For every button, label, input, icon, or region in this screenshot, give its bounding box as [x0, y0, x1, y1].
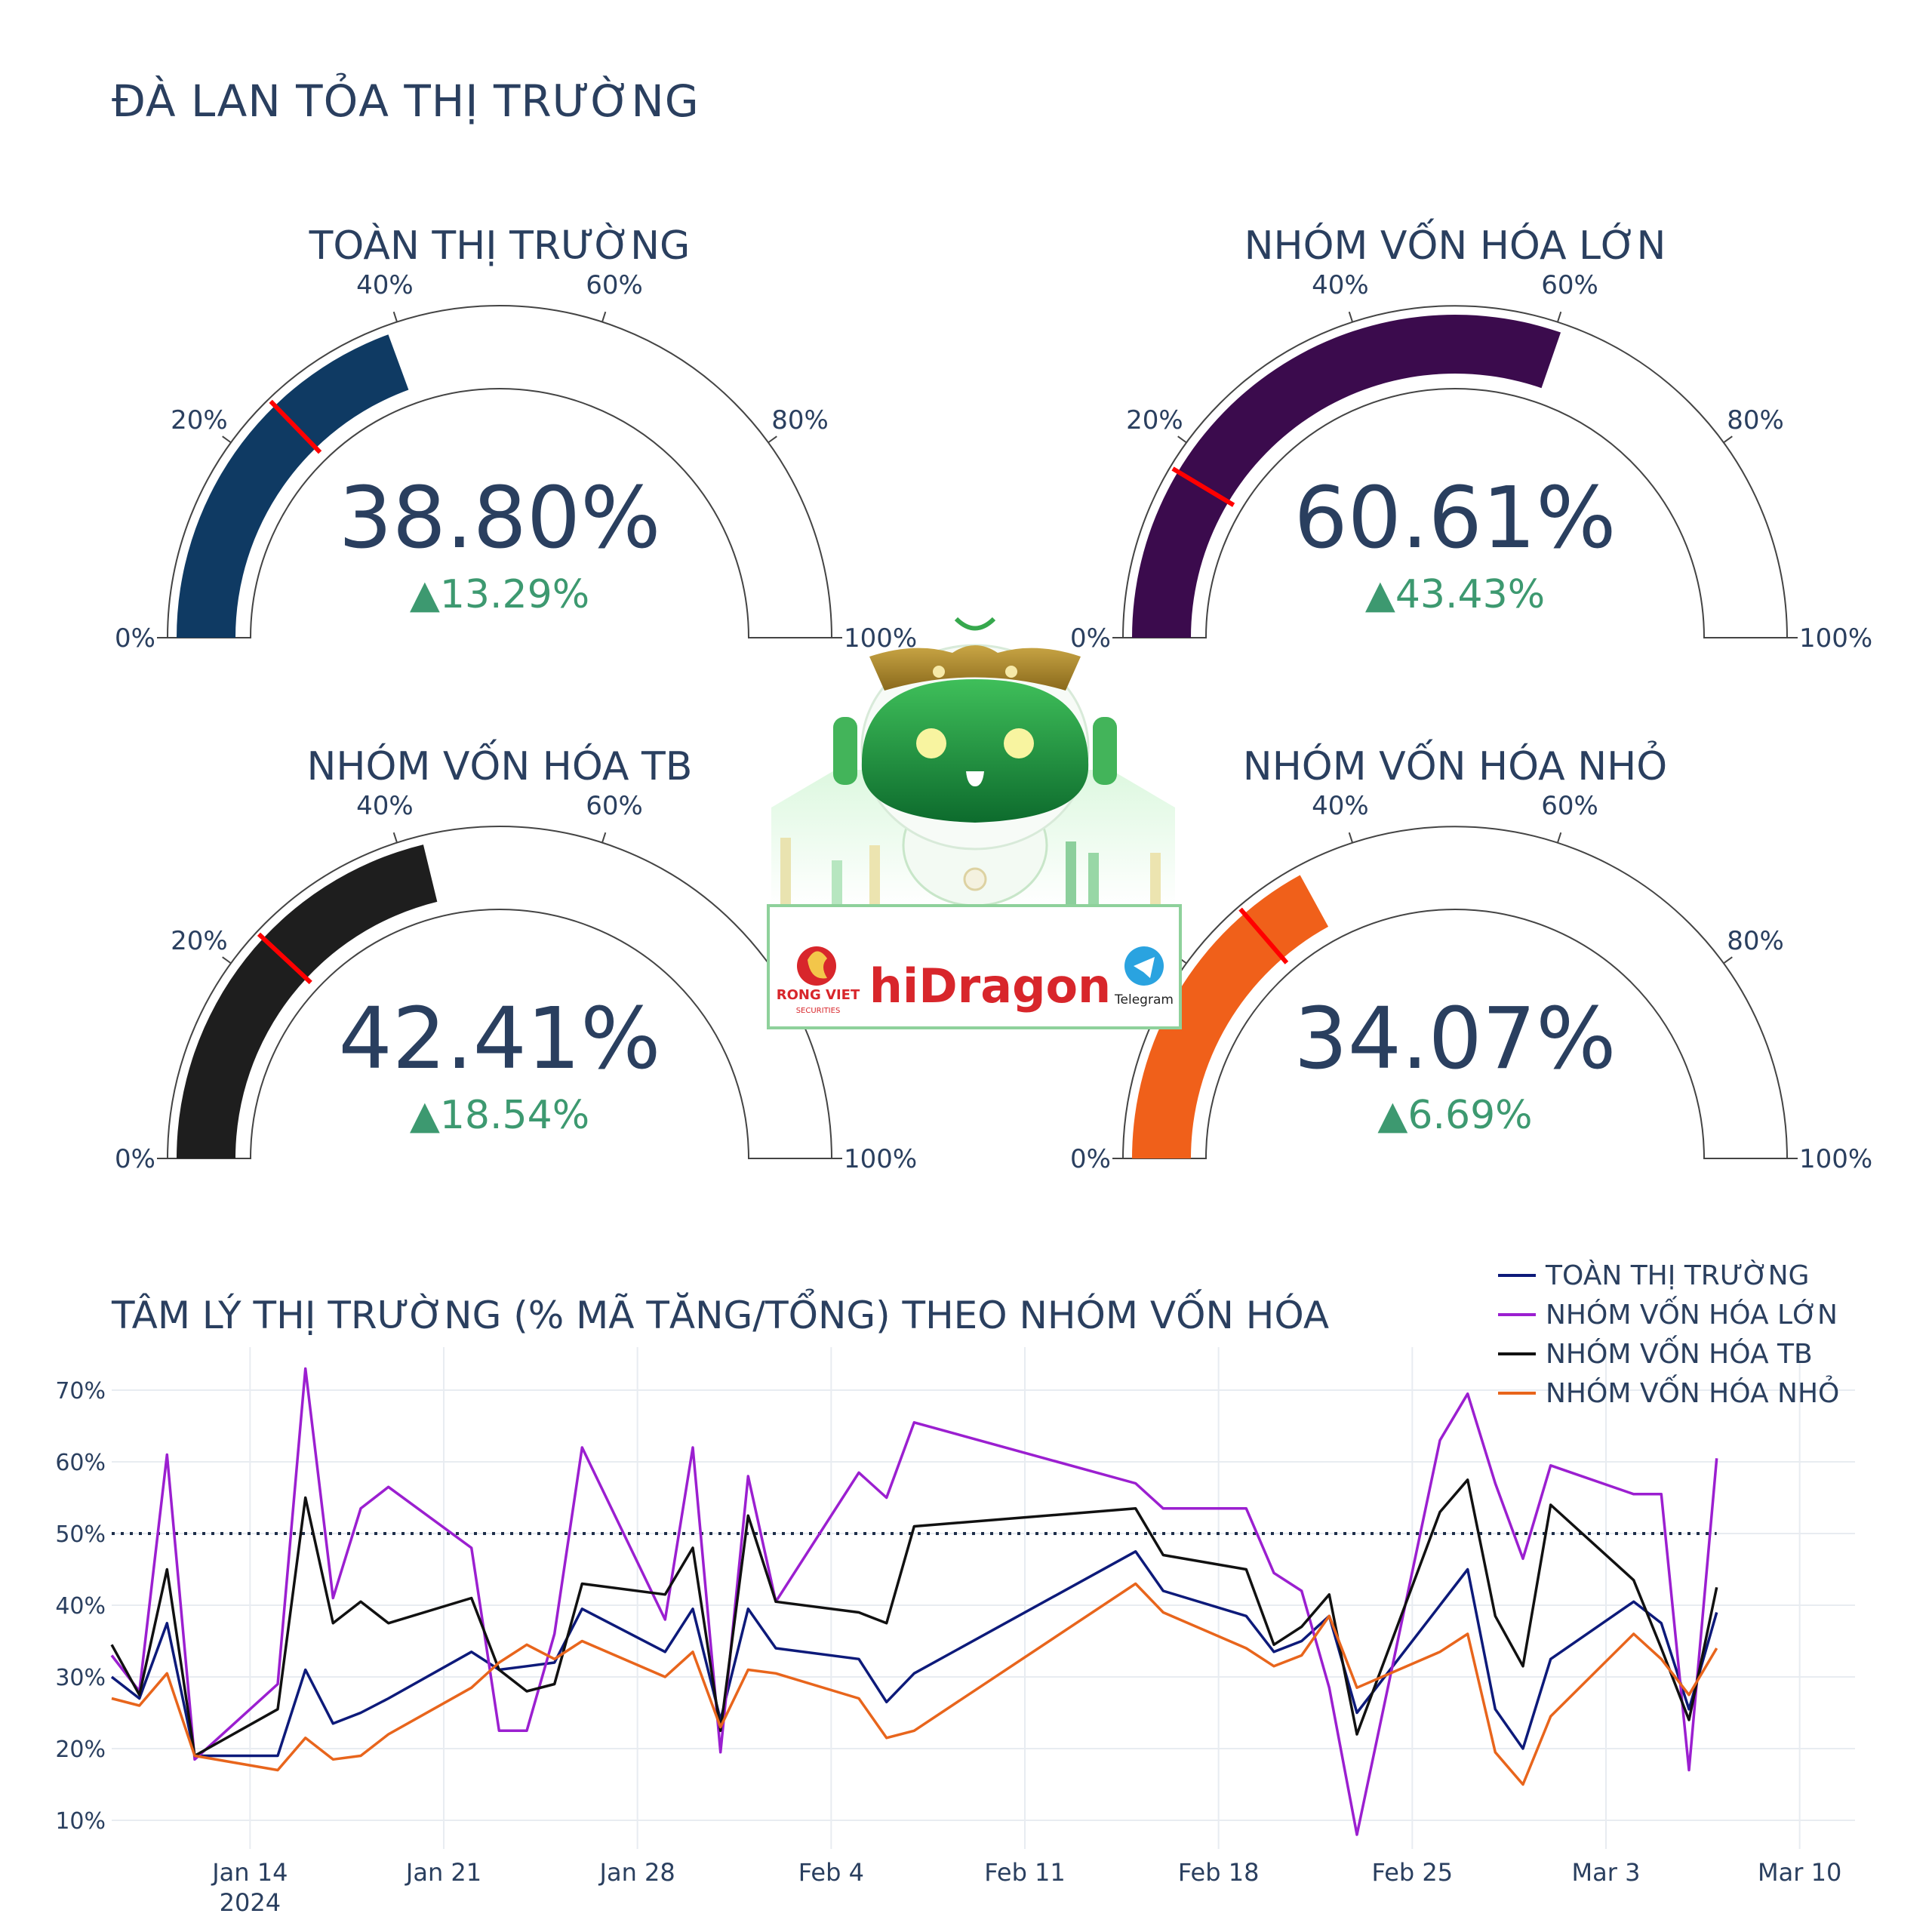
gauge-tick-label: 60% [586, 270, 643, 300]
y-tick-label: 60% [55, 1450, 106, 1476]
gauge-tick-label: 0% [1070, 623, 1111, 654]
x-year-label: 2024 [220, 1888, 281, 1917]
gauge-tick [392, 832, 398, 843]
gauge-tick [768, 435, 777, 444]
gauge-tick [1723, 435, 1733, 444]
gauge-tick-label: 80% [1727, 405, 1784, 435]
page-title: ĐÀ LAN TỎA THỊ TRƯỜNG [112, 75, 700, 127]
gauge-value-bar [1132, 315, 1561, 638]
gauge-tick-label: 60% [1541, 791, 1598, 821]
gauge-panel: 0%20%40% 60%80%100%TOÀN THỊ TRƯỜNG38.80%▲… [115, 218, 1872, 1174]
gauge-tick-label: 80% [771, 405, 829, 435]
gauge-tick-label: 60% [586, 791, 643, 821]
gauge-tick [222, 956, 232, 964]
x-tick-label: Mar 10 [1758, 1858, 1841, 1887]
gauge-reference-marker [257, 932, 312, 985]
gauge-tick-label: 0% [115, 623, 155, 654]
x-tick-label: Feb 18 [1178, 1858, 1260, 1887]
gauge-3: 0%20%40%60%80%100%NHÓM VỐN HÓA TB42.41%▲… [115, 739, 917, 1174]
logo-messenger: Telegram [1114, 992, 1174, 1008]
gauge-title: NHÓM VỐN HÓA NHỎ [1243, 739, 1667, 789]
y-tick-label: 70% [55, 1378, 106, 1404]
gauge-tick [601, 311, 607, 322]
x-tick-label: Feb 4 [798, 1858, 864, 1887]
gauge-tick [601, 832, 607, 843]
y-tick-label: 40% [55, 1593, 106, 1620]
gauge-tick-label: 20% [171, 405, 228, 435]
gauge-tick-label: 100% [1799, 1144, 1872, 1174]
y-tick-label: 30% [55, 1665, 106, 1691]
chart-title: TÂM LÝ THỊ TRƯỜNG (% MÃ TĂNG/TỔNG) THEO … [111, 1288, 1329, 1337]
gauge-1: 0% 20% 40% 60% 80% 100% TOÀN THỊ TRƯỜNG 38.80%▲… [115, 222, 917, 654]
gauge-reference-marker [1171, 466, 1235, 507]
gauge-value: 60.61% [1294, 469, 1616, 568]
gauge-delta: ▲43.43% [1365, 572, 1545, 617]
gauge-tick-label: 60% [1541, 270, 1598, 300]
gauge-tick-label: 100% [1799, 623, 1872, 654]
series-line-1 [110, 1550, 1718, 1758]
gauge-title: TOÀN THỊ TRƯỜNG [309, 222, 691, 269]
y-tick-label: 20% [55, 1737, 106, 1763]
logo-brand: hiDragon [869, 958, 1111, 1014]
gauge-tick [1348, 832, 1353, 843]
gauge-value-bar [177, 844, 438, 1158]
gauge-tick-label: 100% [844, 623, 917, 654]
series-line-2 [110, 1367, 1718, 1836]
gauge-tick [1348, 311, 1353, 322]
gauge-tick [222, 435, 232, 444]
gauge-tick [1177, 435, 1187, 444]
series-line-4 [111, 1582, 1718, 1786]
x-tick-label: Feb 11 [984, 1858, 1066, 1887]
x-tick-label: Feb 25 [1372, 1858, 1454, 1887]
gauge-tick-label: 100% [844, 1144, 917, 1174]
gauge-value: 34.07% [1294, 990, 1616, 1088]
legend-label: NHÓM VỐN HÓA TB [1546, 1335, 1813, 1370]
gauge-tick-label: 20% [1126, 405, 1183, 435]
gauge-value-bar [177, 334, 409, 638]
gauge-tick [1557, 311, 1562, 322]
x-tick-label: Jan 14 [211, 1858, 288, 1887]
logo-company: RONG VIET [777, 987, 860, 1003]
gauge-tick-label: 80% [1727, 926, 1784, 956]
gauge-reference-marker [1238, 907, 1289, 964]
y-tick-label: 10% [55, 1808, 106, 1835]
gauge-tick [392, 311, 398, 322]
gauge-tick-label: 20% [171, 926, 228, 956]
gauge-reference-marker [269, 399, 322, 454]
legend-label: TOÀN THỊ TRƯỜNG [1545, 1260, 1809, 1291]
gauge-delta: ▲6.69% [1377, 1093, 1532, 1138]
y-tick-label: 50% [55, 1521, 106, 1548]
gauge-tick-label: 0% [115, 1144, 155, 1174]
gauge-tick [1557, 832, 1562, 843]
gauge-tick-label: 40% [356, 270, 414, 300]
gauge-tick [1723, 956, 1733, 964]
x-tick-label: Mar 3 [1572, 1858, 1641, 1887]
legend-label: NHÓM VỐN HÓA NHỎ [1546, 1374, 1839, 1409]
gauge-2: 0% 20% 40% 60% 80% 100% NHÓM VỐN HÓA LỚN 60.61%… [1070, 218, 1872, 654]
gauge-title: NHÓM VỐN HÓA LỚN [1244, 218, 1666, 269]
gauge-delta: ▲13.29% [410, 572, 589, 617]
gauge-delta: ▲18.54% [410, 1093, 589, 1138]
series-line-3 [110, 1478, 1718, 1758]
gauge-tick-label: 40% [1312, 270, 1369, 300]
x-tick-label: Jan 21 [405, 1858, 481, 1887]
logo-company-sub: SECURITIES [796, 1007, 841, 1015]
gauge-tick-label: 40% [356, 791, 414, 821]
gauge-tick-label: 40% [1312, 791, 1369, 821]
x-tick-label: Jan 28 [598, 1858, 675, 1887]
gauge-title: NHÓM VỐN HÓA TB [307, 739, 693, 789]
legend-label: NHÓM VỐN HÓA LỚN [1546, 1296, 1838, 1331]
gauge-tick-label: 0% [1070, 1144, 1111, 1174]
gauge-value: 38.80% [338, 469, 660, 568]
gauge-value: 42.41% [338, 990, 660, 1088]
hidragon-logo: RONG VIET SECURITIES hiDragon Telegram [767, 617, 1182, 1029]
gauge-value-bar [1131, 875, 1329, 1158]
